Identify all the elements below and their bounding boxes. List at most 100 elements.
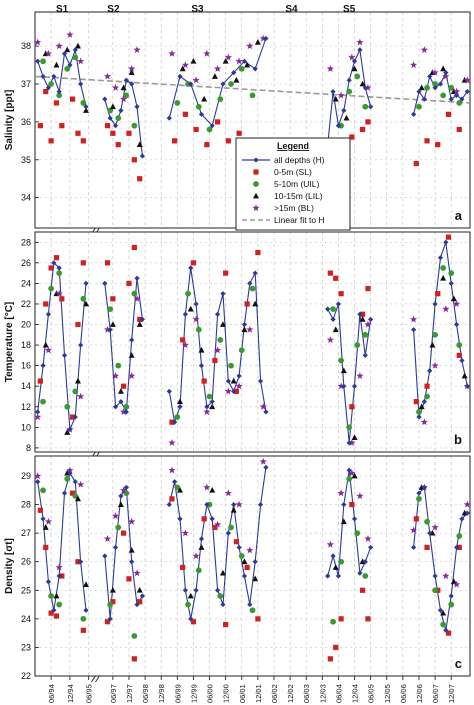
point-lil (418, 84, 425, 91)
point-all (188, 616, 194, 622)
point-uil (40, 398, 46, 405)
point-all (214, 587, 221, 593)
point-bl (203, 408, 211, 415)
point-uil (206, 126, 213, 133)
point-all (236, 373, 242, 379)
point-all (416, 88, 422, 95)
point-uil (432, 81, 438, 87)
y-tick-label: 24 (21, 278, 31, 288)
point-sl (244, 564, 250, 571)
point-sl (365, 616, 371, 622)
point-uil (48, 285, 55, 292)
point-all (411, 327, 417, 333)
legend-swatch-all (253, 157, 259, 163)
y-tick-label: 29 (21, 471, 31, 481)
point-bl (55, 289, 63, 297)
point-sl (255, 616, 261, 622)
point-all (204, 501, 210, 508)
point-bl (364, 83, 372, 91)
point-all (427, 530, 433, 536)
point-lil (190, 57, 197, 64)
point-all (357, 47, 363, 53)
point-all (241, 573, 248, 579)
point-uil (40, 487, 46, 494)
point-all (112, 544, 119, 551)
y-tick-label: 18 (21, 340, 31, 350)
point-bl (55, 563, 63, 571)
point-lil (83, 300, 90, 307)
point-lil (117, 388, 124, 394)
point-lil (128, 352, 135, 358)
point-sl (456, 352, 462, 358)
point-all (78, 81, 84, 87)
point-all (432, 85, 438, 91)
point-lil (74, 42, 81, 49)
point-lil (440, 274, 447, 281)
point-sl (413, 399, 419, 405)
point-sl (359, 126, 366, 133)
point-all (443, 70, 449, 76)
point-all (67, 426, 73, 432)
point-uil (440, 265, 447, 271)
point-all (61, 51, 68, 57)
point-all (459, 96, 465, 102)
point-sl (359, 311, 366, 317)
legend-entry-uil: 5-10m (UIL) (274, 179, 320, 189)
point-sl (104, 619, 111, 625)
point-sl (365, 285, 371, 292)
point-uil (115, 115, 122, 122)
point-all (40, 363, 46, 369)
point-all (83, 280, 89, 287)
point-uil (131, 290, 138, 297)
point-all (252, 66, 258, 72)
point-uil (228, 362, 234, 369)
point-uil (362, 331, 369, 338)
y-tick-label: 8 (26, 443, 31, 453)
point-lil (109, 321, 116, 327)
point-all (83, 607, 89, 613)
point-sl (75, 130, 81, 136)
point-uil (238, 347, 245, 354)
point-uil (440, 621, 447, 628)
point-sl (225, 138, 231, 144)
x-tick-label: 12/98 (157, 684, 166, 703)
y-tick-label: 22 (21, 299, 31, 309)
point-sl (59, 573, 65, 579)
point-lil (244, 61, 251, 68)
point-all (416, 490, 422, 496)
point-uil (72, 54, 79, 61)
point-bl (66, 30, 74, 38)
point-uil (432, 587, 438, 594)
point-lil (64, 46, 71, 53)
point-uil (228, 524, 234, 531)
point-sl (126, 280, 132, 287)
point-lil (219, 569, 226, 576)
point-all (247, 601, 253, 608)
point-bl (246, 42, 254, 50)
point-sl (413, 516, 419, 522)
point-uil (354, 73, 361, 80)
point-bl (44, 517, 53, 525)
point-lil (359, 80, 366, 87)
point-sl (37, 378, 43, 384)
point-bl (348, 469, 356, 477)
point-bl (111, 83, 120, 91)
point-all (67, 470, 73, 476)
point-uil (195, 326, 202, 333)
point-sl (110, 130, 116, 136)
point-all (263, 464, 269, 471)
point-all (107, 115, 113, 121)
point-all (102, 280, 108, 287)
point-uil (424, 84, 430, 91)
point-uil (174, 414, 181, 420)
point-all (45, 85, 52, 91)
point-bl (410, 526, 418, 534)
point-sl (201, 516, 207, 522)
point-sl (69, 414, 76, 420)
point-all (107, 327, 113, 333)
point-bl (128, 517, 136, 525)
point-lil (241, 326, 248, 333)
point-all (107, 616, 113, 622)
point-all (51, 260, 57, 266)
